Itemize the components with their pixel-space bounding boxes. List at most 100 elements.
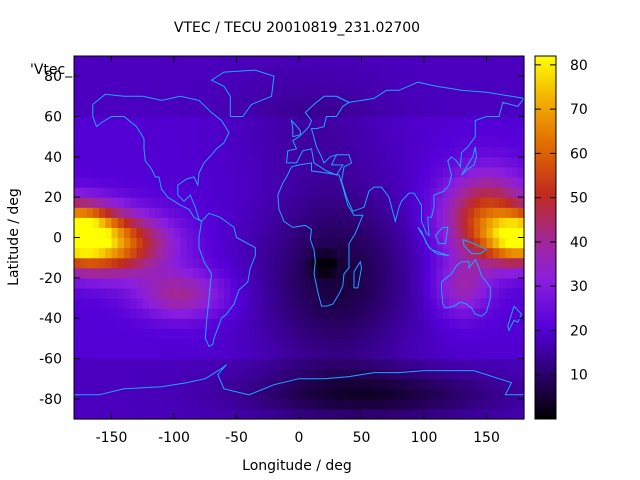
heatmap-cell — [355, 177, 363, 188]
heatmap-cell — [80, 328, 88, 339]
heatmap-cell — [92, 166, 100, 178]
heatmap-cell — [136, 298, 144, 309]
heatmap-cell — [424, 106, 431, 118]
heatmap-cell — [124, 277, 131, 289]
y-tick-label: 20 — [44, 190, 62, 206]
heatmap-cell — [467, 197, 475, 208]
heatmap-cell — [86, 146, 94, 158]
heatmap-cell — [236, 318, 244, 329]
heatmap-cell — [342, 408, 350, 420]
heatmap-cell — [124, 287, 131, 299]
heatmap-cell — [255, 267, 263, 279]
heatmap-cell — [124, 388, 131, 400]
heatmap-cell — [211, 277, 219, 289]
heatmap-cell — [261, 237, 269, 249]
heatmap-cell — [267, 378, 275, 390]
heatmap-cell — [386, 177, 394, 188]
heatmap-cell — [442, 277, 450, 289]
heatmap-cell — [192, 217, 200, 229]
heatmap-cell — [117, 166, 125, 178]
heatmap-cell — [167, 177, 175, 188]
x-tick-label: -50 — [225, 430, 248, 446]
heatmap-cell — [230, 76, 238, 87]
heatmap-cell — [399, 267, 406, 279]
heatmap-cell — [280, 358, 288, 370]
heatmap-cell — [411, 227, 419, 239]
heatmap-cell — [124, 247, 131, 259]
heatmap-cell — [192, 237, 200, 249]
heatmap-cell — [274, 156, 281, 168]
heatmap-cell — [492, 217, 500, 229]
heatmap-cell — [461, 388, 469, 400]
heatmap-cell — [361, 358, 369, 370]
heatmap-cell — [511, 227, 519, 239]
heatmap-cell — [499, 187, 506, 198]
heatmap-cell — [267, 146, 275, 158]
heatmap-cell — [405, 267, 413, 279]
heatmap-cell — [299, 197, 306, 208]
heatmap-cell — [92, 146, 100, 158]
heatmap-cell — [292, 136, 300, 148]
heatmap-cell — [361, 318, 369, 329]
heatmap-cell — [224, 156, 231, 168]
heatmap-cell — [217, 388, 225, 400]
coastline — [198, 212, 256, 348]
heatmap-cell — [255, 136, 263, 148]
heatmap-cell — [74, 187, 81, 198]
heatmap-cell — [467, 368, 475, 380]
heatmap-cell — [236, 388, 244, 400]
heatmap-cell — [280, 126, 288, 138]
heatmap-cell — [186, 328, 194, 339]
heatmap-cell — [336, 388, 344, 400]
heatmap-cell — [230, 247, 238, 259]
heatmap-cell — [517, 388, 525, 400]
heatmap-cell — [186, 257, 194, 269]
heatmap-cell — [430, 187, 438, 198]
heatmap-cell — [511, 308, 519, 319]
heatmap-cell — [480, 247, 488, 259]
heatmap-cell — [492, 388, 500, 400]
heatmap-cell — [124, 378, 131, 390]
heatmap-cell — [286, 126, 294, 138]
heatmap-cell — [211, 257, 219, 269]
heatmap-cell — [74, 257, 81, 269]
heatmap-cell — [461, 338, 469, 350]
heatmap-cell — [467, 287, 475, 299]
heatmap-cell — [136, 187, 144, 198]
heatmap-cell — [111, 368, 119, 380]
heatmap-cell — [317, 237, 325, 249]
heatmap-cell — [436, 66, 444, 77]
heatmap-cell — [499, 86, 506, 97]
heatmap-cell — [74, 116, 81, 128]
heatmap-cell — [186, 136, 194, 148]
heatmap-cell — [449, 398, 456, 410]
heatmap-cell — [430, 247, 438, 259]
heatmap-cell — [174, 126, 181, 138]
heatmap-cell — [336, 247, 344, 259]
heatmap-cell — [367, 197, 375, 208]
heatmap-cell — [511, 338, 519, 350]
heatmap-cell — [261, 368, 269, 380]
heatmap-cell — [142, 187, 150, 198]
heatmap-cell — [105, 96, 113, 108]
heatmap-cell — [205, 237, 213, 249]
heatmap-cell — [305, 237, 313, 249]
heatmap-cell — [399, 408, 406, 420]
heatmap-cell — [411, 116, 419, 128]
heatmap-cell — [405, 398, 413, 410]
heatmap-cell — [186, 156, 194, 168]
heatmap-cell — [392, 136, 400, 148]
heatmap-cell — [417, 408, 425, 420]
heatmap-cell — [199, 166, 206, 178]
heatmap-cell — [442, 56, 450, 67]
heatmap-cell — [367, 277, 375, 289]
heatmap-cell — [505, 86, 513, 97]
heatmap-cell — [449, 116, 456, 128]
heatmap-cell — [130, 106, 138, 118]
heatmap-cell — [174, 338, 181, 350]
heatmap-cell — [149, 398, 156, 410]
heatmap-cell — [149, 358, 156, 370]
heatmap-cell — [449, 207, 456, 218]
